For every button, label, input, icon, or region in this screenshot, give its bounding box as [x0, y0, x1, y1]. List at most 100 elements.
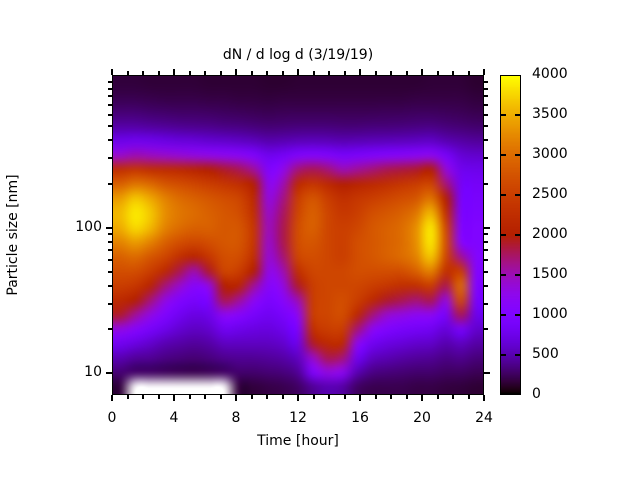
x-tick-mark [359, 395, 361, 401]
x-tick-mark [235, 395, 237, 401]
colorbar-tick-mark [515, 234, 520, 236]
chart-title: dN / d log d (3/19/19) [222, 47, 374, 63]
y-tick-mark [106, 226, 112, 229]
y-tick-mark [484, 249, 488, 252]
y-tick-mark [484, 113, 488, 116]
x-tick-mark [390, 395, 392, 399]
x-tick-mark [157, 395, 160, 399]
colorbar-tick-mark [515, 274, 520, 276]
x-tick-mark [421, 69, 423, 75]
x-tick-mark [173, 395, 175, 401]
x-tick-mark [219, 71, 222, 75]
x-tick-mark [126, 395, 129, 399]
x-tick-mark [405, 71, 408, 75]
x-tick-mark [266, 395, 268, 399]
colorbar-tick-label: 3000 [532, 146, 568, 162]
x-tick-mark [390, 71, 392, 75]
x-tick-mark [157, 71, 160, 75]
y-tick-mark [484, 95, 488, 98]
y-tick-mark [484, 182, 488, 185]
y-tick-mark [108, 302, 112, 305]
x-tick-mark [250, 395, 253, 399]
y-tick-mark [484, 233, 488, 236]
y-tick-mark [484, 328, 488, 331]
x-tick-mark [421, 395, 423, 401]
x-tick-mark [281, 71, 284, 75]
x-tick-mark [204, 395, 206, 399]
colorbar-tick-mark [515, 114, 520, 116]
x-tick-mark [328, 71, 330, 75]
y-tick-mark [108, 284, 112, 287]
x-tick-mark [250, 71, 253, 75]
x-tick-mark [374, 71, 377, 75]
x-tick-mark [235, 69, 237, 75]
x-tick-mark [467, 395, 470, 399]
x-tick-mark [312, 395, 315, 399]
colorbar-tick-label: 2000 [532, 226, 568, 242]
y-tick-mark [108, 95, 112, 98]
x-tick-mark [188, 71, 191, 75]
x-tick-mark [359, 69, 361, 75]
plot-frame [112, 75, 484, 395]
y-tick-mark [484, 284, 488, 287]
colorbar-tick-mark [501, 114, 506, 116]
colorbar-tick-mark [501, 154, 506, 156]
y-tick-mark [484, 270, 488, 273]
x-tick-mark [328, 395, 330, 399]
y-tick-mark [108, 125, 112, 128]
x-tick-mark [204, 71, 206, 75]
y-tick-mark [108, 258, 112, 261]
y-tick-mark [108, 249, 112, 252]
y-tick-mark [108, 270, 112, 273]
x-tick-mark [297, 69, 299, 75]
colorbar-tick-mark [515, 354, 520, 356]
y-tick-mark [108, 182, 112, 185]
x-tick-mark [343, 395, 346, 399]
y-tick-mark [484, 258, 488, 261]
y-tick-mark [484, 139, 488, 142]
y-tick-mark [484, 240, 488, 243]
y-tick-mark [484, 302, 488, 305]
x-tick-mark [111, 69, 113, 75]
x-tick-mark [436, 395, 439, 399]
y-tick-mark [108, 157, 112, 160]
y-tick-mark [106, 372, 112, 375]
x-tick-mark [126, 71, 129, 75]
x-tick-mark [436, 71, 439, 75]
x-tick-mark [452, 71, 454, 75]
x-tick-mark [452, 395, 454, 399]
y-tick-mark [108, 87, 112, 90]
y-tick-mark [108, 139, 112, 142]
x-tick-mark [142, 395, 144, 399]
x-tick-label: 8 [231, 410, 241, 426]
x-tick-mark [405, 395, 408, 399]
y-tick-mark [484, 157, 488, 160]
x-tick-mark [173, 69, 175, 75]
colorbar-tick-mark [515, 194, 520, 196]
x-tick-mark [142, 71, 144, 75]
colorbar-tick-mark [501, 274, 506, 276]
colorbar-tick-mark [501, 194, 506, 196]
x-tick-mark [467, 71, 470, 75]
x-tick-label: 24 [475, 410, 493, 426]
colorbar-tick-label: 0 [532, 386, 541, 402]
y-axis-label: Particle size [nm] [5, 174, 21, 296]
x-tick-mark [266, 71, 268, 75]
y-tick-mark [108, 233, 112, 236]
colorbar-tick-label: 1500 [532, 266, 568, 282]
colorbar-tick-mark [515, 154, 520, 156]
y-tick-mark [484, 125, 488, 128]
y-tick-mark [484, 103, 488, 106]
colorbar-tick-mark [501, 354, 506, 356]
colorbar-tick-mark [515, 314, 520, 316]
x-tick-mark [374, 395, 377, 399]
x-tick-label: 4 [169, 410, 179, 426]
y-tick-mark [484, 372, 490, 375]
x-axis-label: Time [hour] [257, 433, 339, 449]
y-tick-mark [484, 226, 490, 229]
colorbar-tick-label: 4000 [532, 66, 568, 82]
x-tick-label: 16 [351, 410, 369, 426]
x-tick-mark [483, 395, 485, 401]
colorbar-tick-mark [501, 234, 506, 236]
